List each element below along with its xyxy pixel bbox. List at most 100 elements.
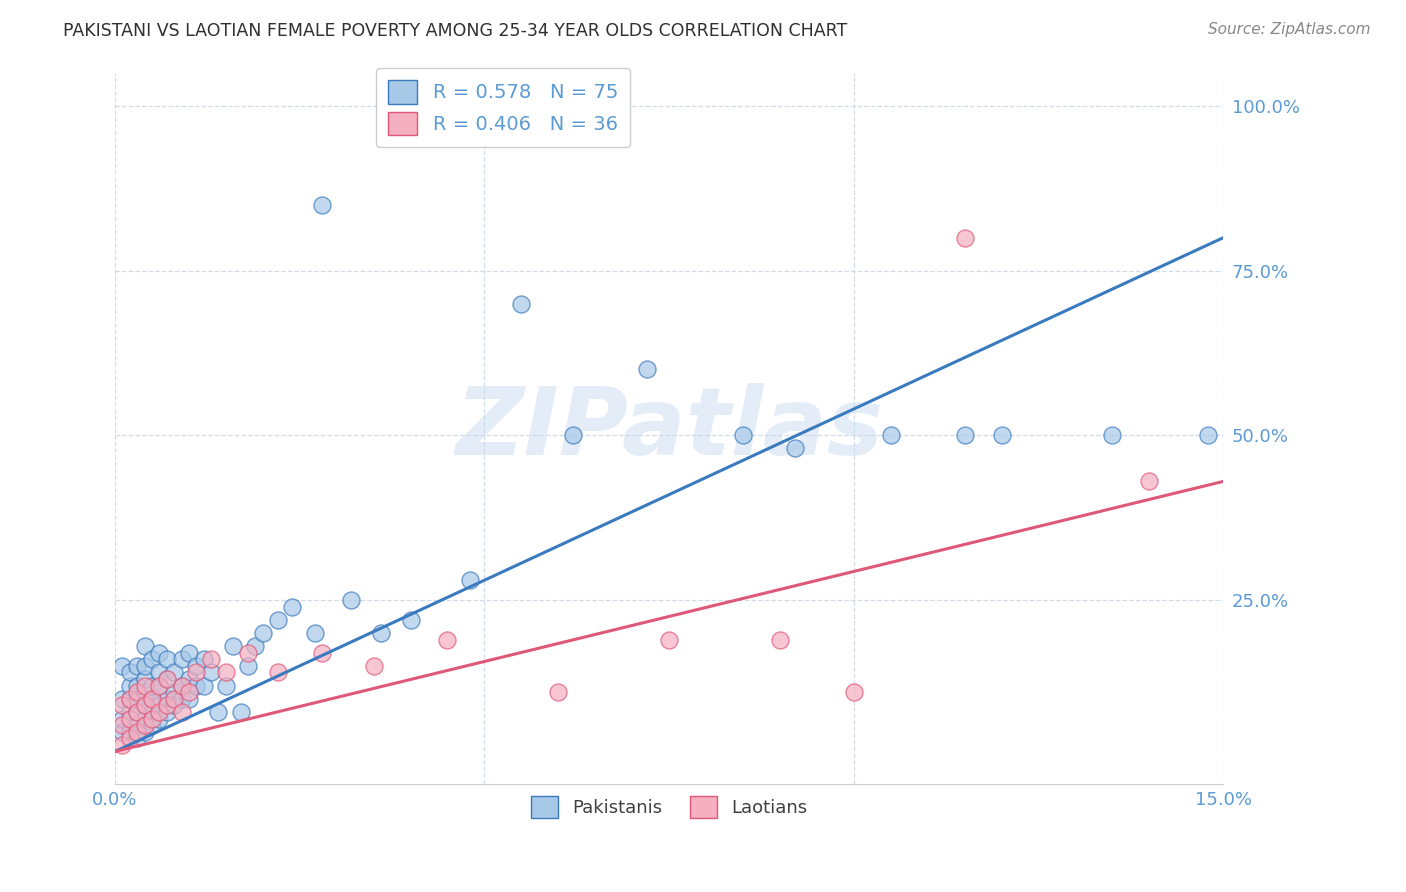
Point [141, 652, 163, 666]
Point [156, 672, 179, 686]
Point [118, 691, 141, 706]
Point [842, 685, 865, 699]
Point [193, 652, 215, 666]
Point [118, 691, 141, 706]
Point [141, 705, 163, 719]
Point [127, 731, 149, 746]
Point [134, 718, 156, 732]
Point [156, 672, 179, 686]
Point [170, 679, 193, 693]
Point [236, 646, 259, 660]
Point [880, 428, 903, 442]
Point [990, 428, 1012, 442]
Point [111, 698, 134, 713]
Point [134, 724, 156, 739]
Point [222, 639, 245, 653]
Point [1137, 475, 1160, 489]
Point [636, 362, 658, 376]
Point [141, 691, 163, 706]
Point [266, 665, 288, 680]
Point [148, 679, 170, 693]
Legend: Pakistanis, Laotians: Pakistanis, Laotians [523, 789, 814, 825]
Point [186, 665, 208, 680]
Point [134, 685, 156, 699]
Point [953, 428, 976, 442]
Point [156, 698, 179, 713]
Point [141, 718, 163, 732]
Point [731, 428, 754, 442]
Point [156, 691, 179, 706]
Point [769, 632, 792, 647]
Point [177, 672, 200, 686]
Point [340, 593, 363, 607]
Point [148, 698, 170, 713]
Point [311, 646, 333, 660]
Point [363, 658, 385, 673]
Point [200, 665, 222, 680]
Point [127, 691, 149, 706]
Point [370, 626, 392, 640]
Point [127, 658, 149, 673]
Point [562, 428, 585, 442]
Point [118, 724, 141, 739]
Point [236, 658, 259, 673]
Point [229, 705, 252, 719]
Point [207, 705, 229, 719]
Point [163, 698, 186, 713]
Point [141, 679, 163, 693]
Point [148, 665, 170, 680]
Point [134, 639, 156, 653]
Point [127, 705, 149, 719]
Point [156, 652, 179, 666]
Point [118, 679, 141, 693]
Point [170, 652, 193, 666]
Point [148, 712, 170, 726]
Point [311, 198, 333, 212]
Point [118, 731, 141, 746]
Point [658, 632, 681, 647]
Point [399, 613, 422, 627]
Point [118, 665, 141, 680]
Point [111, 658, 134, 673]
Point [134, 679, 156, 693]
Point [127, 679, 149, 693]
Point [148, 646, 170, 660]
Point [141, 712, 163, 726]
Point [111, 712, 134, 726]
Point [118, 712, 141, 726]
Point [118, 705, 141, 719]
Point [281, 599, 304, 614]
Point [163, 665, 186, 680]
Point [1101, 428, 1123, 442]
Point [134, 672, 156, 686]
Point [177, 691, 200, 706]
Point [148, 705, 170, 719]
Point [186, 679, 208, 693]
Point [215, 679, 238, 693]
Point [170, 679, 193, 693]
Point [111, 691, 134, 706]
Point [141, 691, 163, 706]
Point [156, 705, 179, 719]
Point [170, 691, 193, 706]
Point [953, 230, 976, 244]
Point [186, 658, 208, 673]
Text: ZIPatlas: ZIPatlas [456, 383, 883, 475]
Point [127, 685, 149, 699]
Point [134, 698, 156, 713]
Point [200, 652, 222, 666]
Point [215, 665, 238, 680]
Point [193, 679, 215, 693]
Point [252, 626, 274, 640]
Point [266, 613, 288, 627]
Point [111, 724, 134, 739]
Point [177, 685, 200, 699]
Point [510, 296, 533, 310]
Point [547, 685, 569, 699]
Point [148, 679, 170, 693]
Point [436, 632, 458, 647]
Point [111, 718, 134, 732]
Point [127, 718, 149, 732]
Point [134, 712, 156, 726]
Point [134, 658, 156, 673]
